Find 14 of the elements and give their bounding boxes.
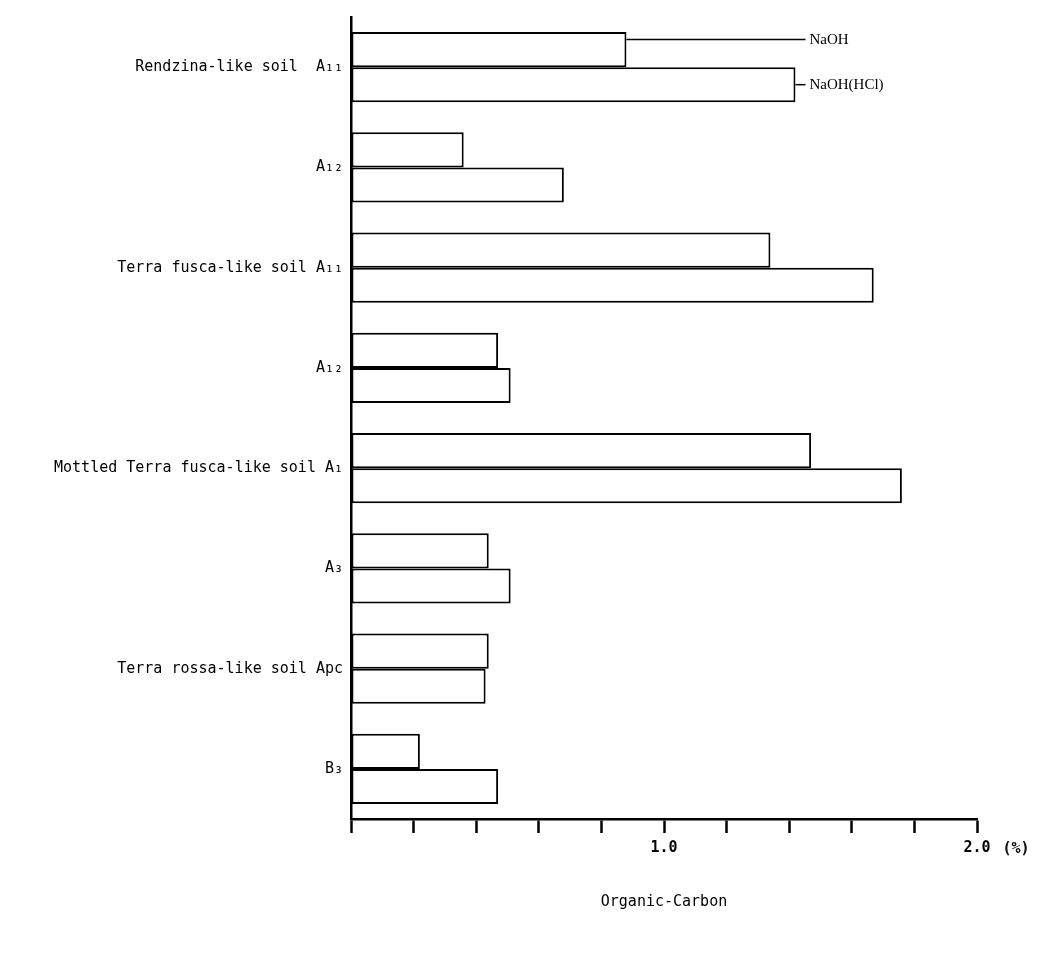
y-tick-label: A₁₂ [315,357,343,376]
series-label: NaOH(HCl) [809,75,884,93]
x-tick-label: 1.0 [650,837,678,856]
y-tick-label: Terra rossa-like soil Apc [117,658,343,677]
y-tick-label: A₃ [324,558,343,577]
text: NaOH [809,30,849,47]
y-tick-label: Mottled Terra fusca-like soil A₁ [54,458,343,477]
x-axis-title: Organic-Carbon [600,891,728,910]
y-tick-label: B₃ [324,758,343,777]
y-tick-label: A₁₂ [315,157,343,176]
y-tick-label: Terra fusca-like soil A₁₁ [117,257,343,276]
text: (%) [1002,838,1030,857]
y-tick-label: Rendzina-like soil A₁₁ [135,57,343,76]
x-tick-label: 2.0 [963,837,991,856]
